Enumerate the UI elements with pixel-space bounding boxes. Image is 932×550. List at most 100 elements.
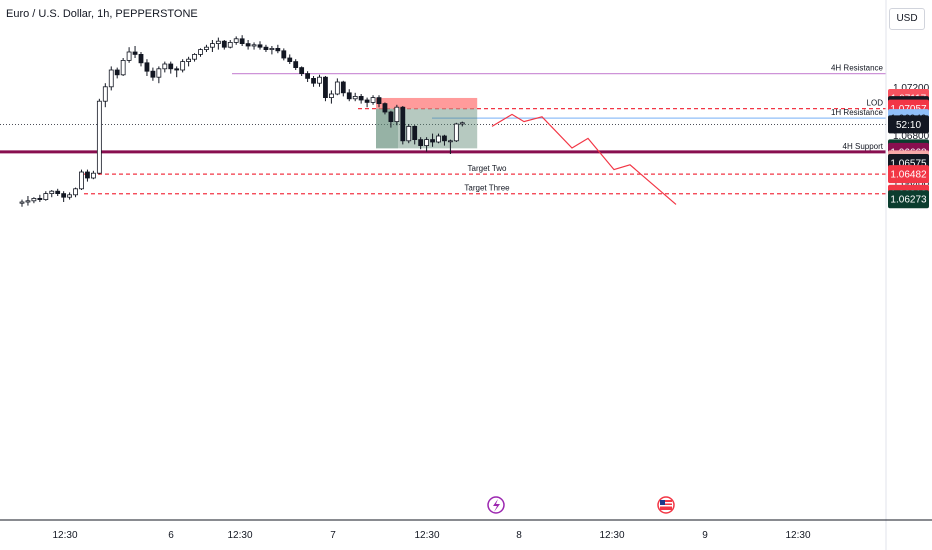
candle[interactable]	[198, 48, 203, 57]
y-tick-label: 1.06400	[893, 179, 930, 190]
candle[interactable]	[442, 134, 447, 146]
candle[interactable]	[61, 191, 67, 202]
candle-body	[61, 193, 67, 198]
candle[interactable]	[79, 169, 84, 190]
candle[interactable]	[305, 71, 311, 82]
candle[interactable]	[37, 194, 43, 202]
candle[interactable]	[269, 46, 275, 55]
candle[interactable]	[394, 104, 400, 126]
candle[interactable]	[19, 199, 25, 207]
candle[interactable]	[430, 133, 435, 147]
stop-zone[interactable]	[376, 97, 478, 109]
time-axis[interactable]: 12:30 6 12:30 7 12:30 8 12:30 9 12:30	[0, 519, 932, 541]
candle[interactable]	[215, 37, 221, 50]
candle-body	[126, 51, 132, 61]
candle[interactable]	[168, 61, 174, 74]
candle[interactable]	[281, 48, 287, 61]
candle[interactable]	[55, 188, 61, 196]
y-tick-label: 1.06800	[893, 131, 930, 142]
candle[interactable]	[43, 191, 49, 201]
candle[interactable]	[96, 98, 102, 175]
candle[interactable]	[180, 59, 186, 73]
candle[interactable]	[406, 124, 412, 144]
candle[interactable]	[73, 187, 78, 198]
candle[interactable]	[299, 66, 305, 76]
price-tag-bg	[888, 190, 929, 209]
price-tag[interactable]: 1.06482	[888, 165, 929, 184]
candle[interactable]	[317, 74, 322, 87]
candle-body	[453, 123, 459, 142]
price-tag[interactable]: 1.06273	[888, 190, 929, 209]
candle[interactable]	[245, 40, 251, 50]
candle[interactable]	[447, 139, 453, 154]
candle[interactable]	[328, 90, 334, 104]
candle[interactable]	[186, 56, 192, 67]
candle[interactable]	[287, 54, 293, 64]
candle[interactable]	[400, 106, 406, 145]
candle[interactable]	[156, 66, 162, 84]
candle[interactable]	[352, 92, 358, 102]
currency-button[interactable]: USD	[889, 8, 925, 30]
level-label: Target Three	[464, 184, 510, 193]
us-flag-icon[interactable]	[657, 496, 675, 514]
candle[interactable]	[102, 83, 108, 108]
candle-body	[67, 194, 72, 198]
candle[interactable]	[233, 36, 239, 45]
candle[interactable]	[370, 95, 376, 105]
candle[interactable]	[91, 170, 96, 180]
candle[interactable]	[227, 40, 233, 49]
candle[interactable]	[412, 125, 418, 145]
candle[interactable]	[174, 66, 180, 78]
candle[interactable]	[334, 78, 340, 96]
candle[interactable]	[358, 94, 364, 104]
candle[interactable]	[424, 137, 430, 152]
candle[interactable]	[221, 40, 227, 50]
candle[interactable]	[436, 133, 441, 144]
candle[interactable]	[382, 102, 388, 115]
candle[interactable]	[311, 76, 316, 87]
candle[interactable]	[239, 35, 245, 46]
candle-body	[334, 81, 340, 95]
lightning-icon[interactable]	[487, 496, 505, 514]
candle[interactable]	[418, 137, 424, 150]
candle[interactable]	[323, 76, 328, 102]
candle[interactable]	[293, 59, 299, 70]
candle[interactable]	[49, 190, 55, 198]
candle[interactable]	[120, 58, 126, 76]
level-label: 4H Support	[843, 142, 884, 151]
candle[interactable]	[114, 67, 120, 79]
candle[interactable]	[346, 89, 352, 102]
candle[interactable]	[364, 97, 370, 108]
price-tag[interactable]: 52:10	[888, 115, 929, 134]
candle[interactable]	[144, 59, 150, 76]
y-tick-label: 1.07200	[893, 83, 930, 94]
candle-body	[281, 50, 287, 59]
candle[interactable]	[251, 42, 257, 50]
candle[interactable]	[388, 110, 394, 128]
candle[interactable]	[459, 121, 465, 127]
candle[interactable]	[257, 41, 263, 50]
candle[interactable]	[209, 40, 215, 52]
candle[interactable]	[275, 44, 281, 54]
candle[interactable]	[108, 66, 114, 91]
candle[interactable]	[25, 196, 31, 206]
candle[interactable]	[138, 52, 144, 67]
candle[interactable]	[376, 95, 382, 108]
projection-line[interactable]	[491, 113, 677, 205]
candle[interactable]	[132, 46, 138, 58]
candle[interactable]	[340, 80, 346, 97]
candle[interactable]	[263, 44, 269, 52]
candle[interactable]	[162, 61, 168, 73]
candle[interactable]	[453, 122, 459, 142]
candle-body	[370, 97, 376, 103]
candle[interactable]	[85, 169, 90, 182]
candle[interactable]	[150, 67, 156, 81]
candle[interactable]	[31, 197, 37, 204]
candle-body	[198, 49, 203, 55]
candle[interactable]	[67, 192, 72, 200]
price-axis[interactable]: 1.072001.070001.068001.064001.071171.070…	[885, 0, 930, 550]
candle[interactable]	[126, 47, 132, 63]
candle[interactable]	[204, 44, 209, 52]
candle[interactable]	[192, 53, 197, 62]
